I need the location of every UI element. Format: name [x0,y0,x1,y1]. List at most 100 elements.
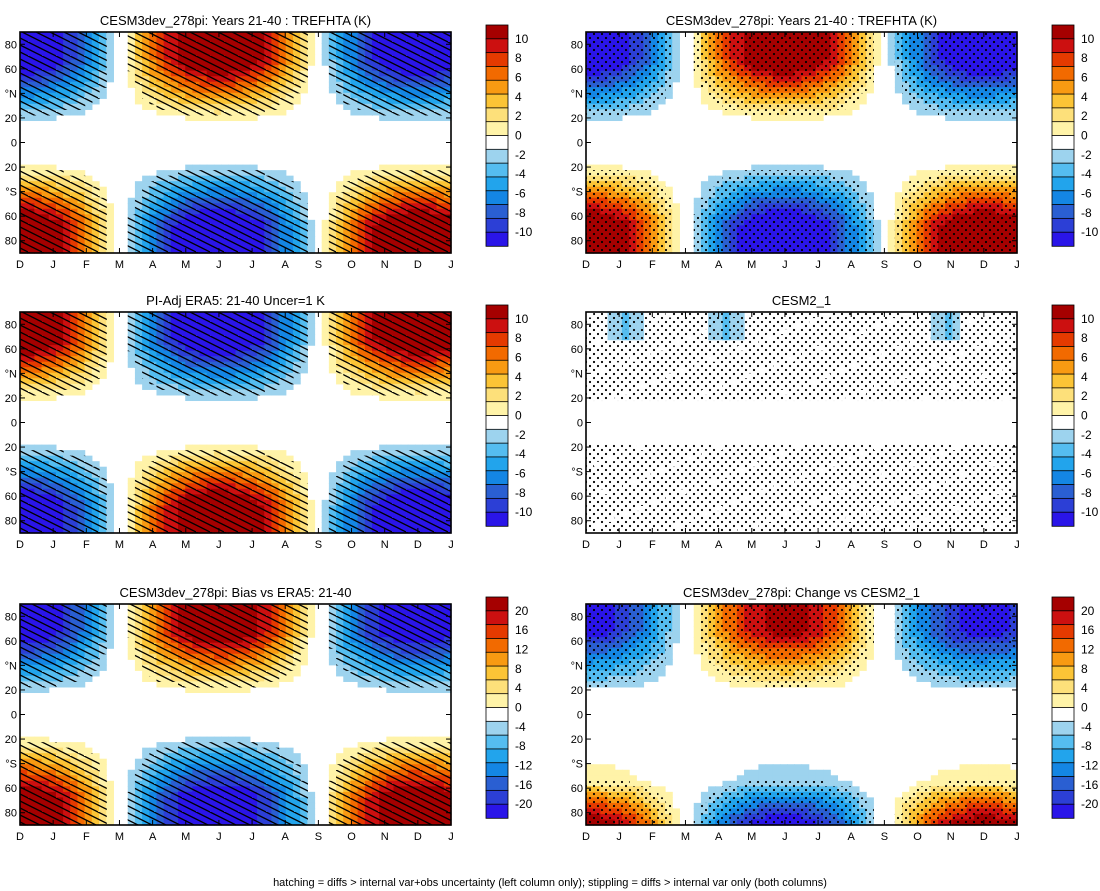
heatmap-cell [127,361,136,368]
heatmap-cell [436,164,445,171]
heatmap-cell [278,103,287,110]
y-tick-label: °S [571,187,583,199]
heatmap-cell [758,114,767,122]
x-tick-label: M [681,259,690,271]
heatmap-cell [63,109,71,116]
heatmap-cell [930,170,939,177]
heatmap-cell [48,114,57,122]
heatmap-cell [887,236,896,243]
heatmap-cell [672,37,680,44]
heatmap-cell [300,192,308,199]
heatmap-cell [952,164,961,171]
heatmap-cell [106,70,114,77]
heatmap-cell [41,114,50,122]
heatmap-cell [170,450,179,457]
heatmap-cell [185,444,193,451]
heatmap-cell [415,164,423,171]
heatmap-cell [106,516,114,523]
heatmap-cell [106,65,114,72]
heatmap-cell [801,164,810,171]
heatmap-cell [106,328,114,335]
heatmap-cell [149,103,158,110]
heatmap-cell [700,192,709,199]
heatmap-cell [636,109,645,116]
heatmap-cell [91,181,100,188]
heatmap-cell [70,450,79,457]
heatmap-cell [307,32,316,39]
heatmap-cell [815,164,824,171]
heatmap-cell [106,37,114,44]
heatmap-cell [815,114,824,122]
heatmap-cell [736,170,745,177]
heatmap-cell [213,444,222,451]
heatmap-cell [981,114,989,122]
heatmap-cell [307,247,316,254]
colorbar-tick-label: 10 [515,32,529,46]
heatmap-cell [321,236,330,243]
y-tick-label: 80 [571,39,583,51]
heatmap-cell [336,181,344,188]
heatmap-cell [672,59,680,66]
heatmap-cell [292,461,301,468]
heatmap-cell [787,164,795,171]
heatmap-cell [894,197,903,204]
x-tick-label: F [649,259,656,271]
heatmap-cell [321,48,330,55]
y-tick-label: 60 [571,64,583,76]
heatmap-cell [672,208,680,215]
heatmap-cell [350,103,359,110]
heatmap-cell [586,164,594,171]
heatmap-cell [379,394,387,402]
heatmap-cell [930,109,939,116]
colorbar-box [1051,79,1075,95]
colorbar-tick-label: 10 [1081,32,1095,46]
heatmap-cell [213,394,222,402]
heatmap-cell [887,54,896,61]
heatmap-cell [321,510,330,518]
heatmap-cell [981,164,989,171]
heatmap-cell [672,43,680,50]
x-tick-label: N [947,259,955,271]
heatmap-cell [328,192,337,199]
x-tick-label: D [16,259,24,271]
heatmap-cell [393,164,402,171]
heatmap-cell [163,389,172,396]
heatmap-cell [945,164,953,171]
x-tick-label: F [83,259,90,271]
heatmap-cell [751,114,759,122]
heatmap-cell [672,230,680,238]
heatmap-cell [99,367,107,374]
heatmap-cell [106,241,114,249]
heatmap-cell [873,43,882,50]
heatmap-cell [77,109,86,116]
heatmap-cell [873,236,882,243]
heatmap-cell [142,181,150,188]
heatmap-cell [873,59,882,66]
heatmap-cell [328,356,337,363]
colorbar-box [485,38,509,54]
heatmap-cell [765,114,774,122]
heatmap-cell [106,345,114,352]
heatmap-cell [321,247,330,254]
heatmap-cell [77,170,86,177]
heatmap-cell [106,219,114,226]
heatmap-cell [70,170,79,177]
heatmap-cell [127,208,136,215]
heatmap-cell [422,164,431,171]
heatmap-cell [249,444,258,451]
x-tick-label: M [115,259,124,271]
x-tick-label: S [315,259,322,271]
heatmap-cell [106,59,114,66]
heatmap-cell [127,477,136,484]
colorbar-box [485,93,509,109]
hatching-overlay [20,32,451,253]
heatmap-cell [199,114,208,122]
heatmap-cell [156,109,165,116]
heatmap-cell [643,109,652,116]
heatmap-cell [400,444,409,451]
heatmap-cell [34,114,43,122]
heatmap-cell [665,92,673,99]
heatmap-cell [887,230,896,238]
colorbar-box [1051,204,1075,220]
heatmap-cell [693,81,702,88]
